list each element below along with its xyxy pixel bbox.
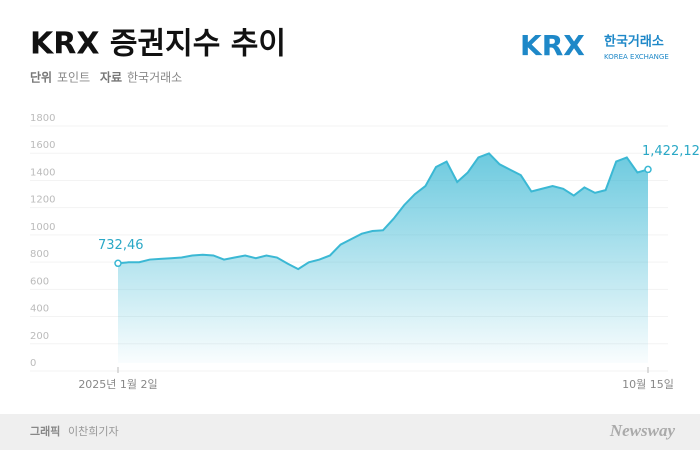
y-tick-label: 600 (30, 276, 49, 287)
chart-title: KRX 증권지수 추이 (30, 27, 286, 62)
logo-korean: 한국거래소 (604, 34, 664, 50)
y-tick-label: 1800 (30, 113, 55, 124)
area (118, 153, 648, 363)
brand: Newsway (609, 421, 676, 440)
point (644, 165, 652, 174)
unit-label: 단위 (30, 70, 52, 85)
x-tick-label: 10월 15일 (622, 377, 674, 391)
y-tick-label: 400 (30, 304, 49, 315)
credit: 이찬희기자 (68, 424, 119, 438)
credit-label: 그래픽 (30, 424, 60, 438)
y-tick-label: 1000 (30, 222, 55, 233)
y-tick-label: 1200 (30, 195, 55, 206)
source: 한국거래소 (127, 71, 182, 85)
unit: 포인트 (57, 71, 90, 85)
y-tick-label: 800 (30, 249, 49, 260)
y-tick-label: 0 (30, 358, 36, 369)
line (117, 152, 649, 271)
point (114, 259, 122, 268)
footer-band (0, 414, 700, 450)
value-label: 1,422,12 (642, 144, 700, 159)
value-label: 732,46 (98, 238, 144, 253)
y-tick-label: 200 (30, 331, 49, 342)
logo-english: KOREA EXCHANGE (604, 53, 669, 61)
x-tick-label: 2025년 1월 2일 (78, 377, 157, 391)
y-tick-label: 1400 (30, 167, 55, 178)
logo: KRX (520, 29, 585, 62)
y-tick-label: 1600 (30, 140, 55, 151)
source-label: 자료 (100, 70, 122, 85)
